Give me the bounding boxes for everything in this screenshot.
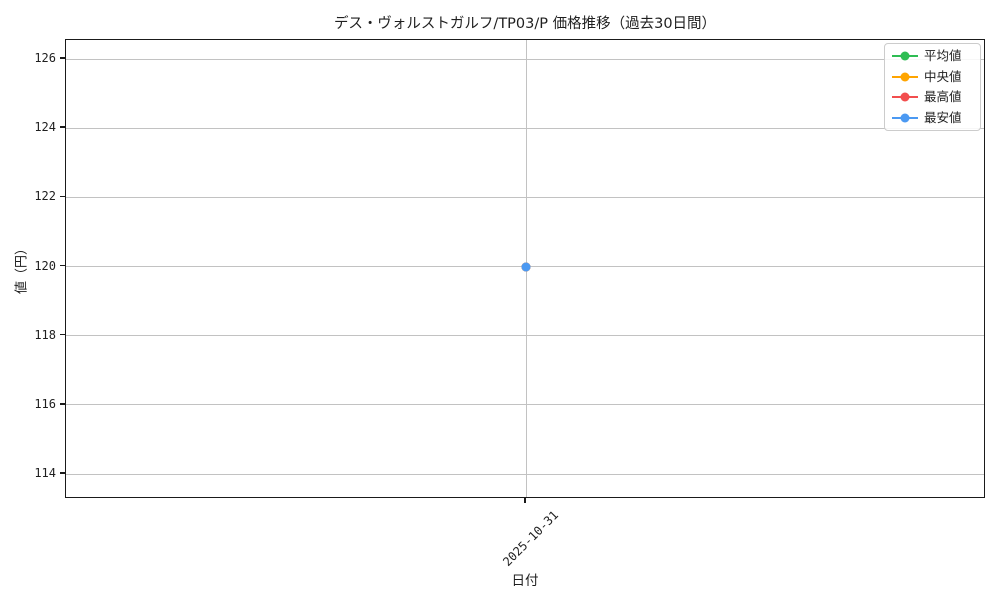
legend-label-1: 中央値: [924, 68, 962, 84]
y-tick-label-124: 124: [34, 120, 56, 135]
x-tick-label-2025-10-31: 2025-10-31: [499, 508, 561, 569]
y-tick-mark-122: [59, 195, 65, 198]
y-tick-mark-124: [59, 126, 65, 128]
legend-marker-icon: [892, 51, 918, 61]
plot-area: 平均値中央値最高値最安値: [65, 39, 985, 498]
legend-dot: [900, 72, 910, 82]
y-tick-label-118: 118: [34, 327, 56, 342]
legend-item-1: 中央値: [892, 68, 973, 84]
legend-label-0: 平均値: [924, 48, 962, 63]
legend-marker-icon: [892, 113, 918, 123]
gridline-y-124: [66, 127, 984, 129]
y-tick-label-116: 116: [34, 396, 56, 411]
y-tick-mark-118: [59, 333, 65, 336]
y-tick-label-122: 122: [34, 189, 56, 204]
y-tick-label-126: 126: [34, 51, 56, 66]
gridline-y-114: [66, 473, 984, 475]
y-tick-label-114: 114: [34, 466, 56, 481]
y-tick-label-120: 120: [34, 258, 56, 273]
legend: 平均値中央値最高値最安値: [884, 43, 981, 131]
legend-label-3: 最安値: [924, 109, 962, 125]
gridline-y-118: [66, 335, 984, 337]
y-tick-mark-114: [59, 472, 65, 474]
legend-item-2: 最高値: [892, 89, 973, 104]
legend-dot: [900, 113, 910, 123]
x-axis-label: 日付: [511, 573, 539, 589]
legend-item-3: 最安値: [892, 109, 973, 125]
legend-dot: [900, 51, 910, 61]
data-point-series3-2025-10-31: [521, 262, 531, 272]
legend-dot: [900, 92, 910, 102]
gridline-y-126: [66, 58, 984, 60]
legend-marker-icon: [892, 72, 918, 82]
y-tick-mark-116: [59, 403, 65, 405]
x-tick-mark-2025-10-31: [524, 498, 526, 503]
y-tick-mark-126: [59, 57, 65, 59]
legend-label-2: 最高値: [924, 89, 962, 104]
legend-marker-icon: [892, 92, 918, 102]
gridline-y-122: [66, 196, 984, 198]
y-tick-mark-120: [59, 264, 65, 267]
legend-item-0: 平均値: [892, 48, 973, 63]
chart-title: デス・ヴォルストガルフ/TP03/P 価格推移（過去30日間）: [333, 16, 717, 32]
gridline-y-116: [66, 404, 984, 406]
y-axis-label: 値（円）: [14, 241, 30, 295]
